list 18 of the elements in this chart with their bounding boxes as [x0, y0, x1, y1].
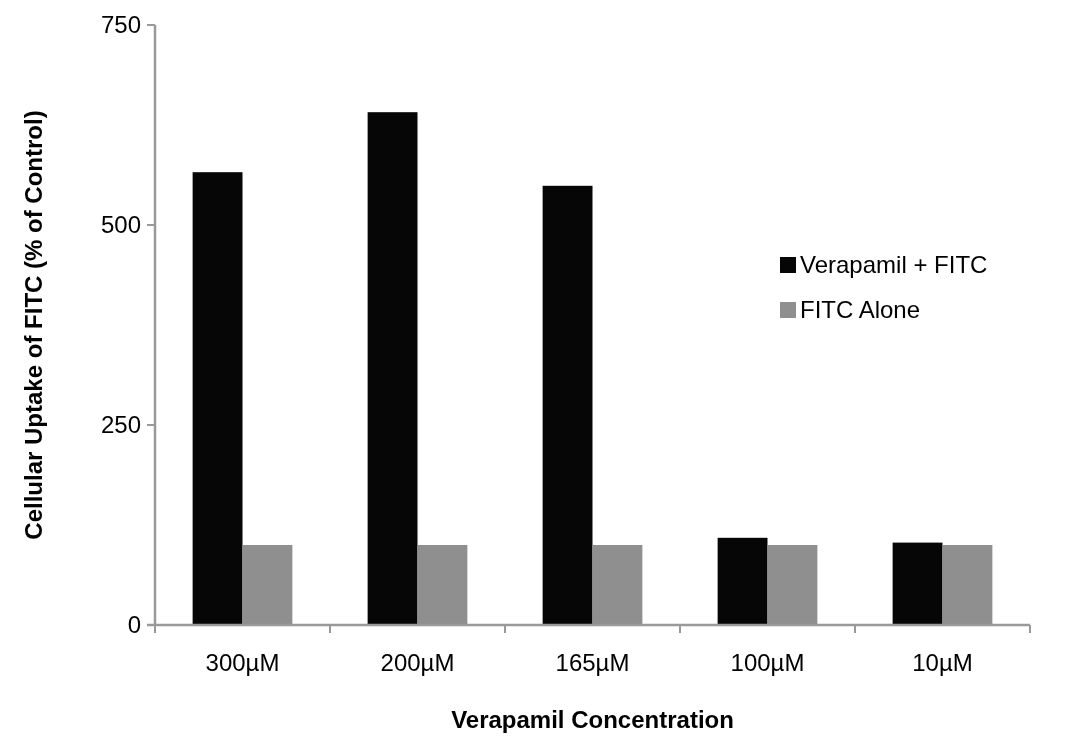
- x-tick-label: 100µM: [730, 649, 805, 676]
- y-axis-title: Cellular Uptake of FITC (% of Control): [20, 110, 47, 540]
- x-tick-label: 10µM: [912, 649, 973, 676]
- legend-label: Verapamil + FITC: [800, 251, 988, 279]
- y-tick-label: 250: [100, 411, 141, 439]
- bar: [367, 112, 418, 625]
- x-axis-title: Verapamil Concentration: [451, 706, 734, 733]
- y-tick-label: 750: [100, 11, 141, 39]
- y-tick-label: 0: [127, 611, 141, 639]
- bar: [192, 172, 243, 625]
- legend-label: FITC Alone: [800, 296, 921, 324]
- x-tick-label: 165µM: [555, 649, 630, 676]
- bar: [542, 185, 593, 625]
- x-tick-label: 200µM: [380, 649, 455, 676]
- bar: [892, 542, 943, 625]
- x-tick-label: 300µM: [205, 649, 280, 676]
- y-tick-label: 500: [100, 211, 141, 239]
- bar: [717, 537, 768, 625]
